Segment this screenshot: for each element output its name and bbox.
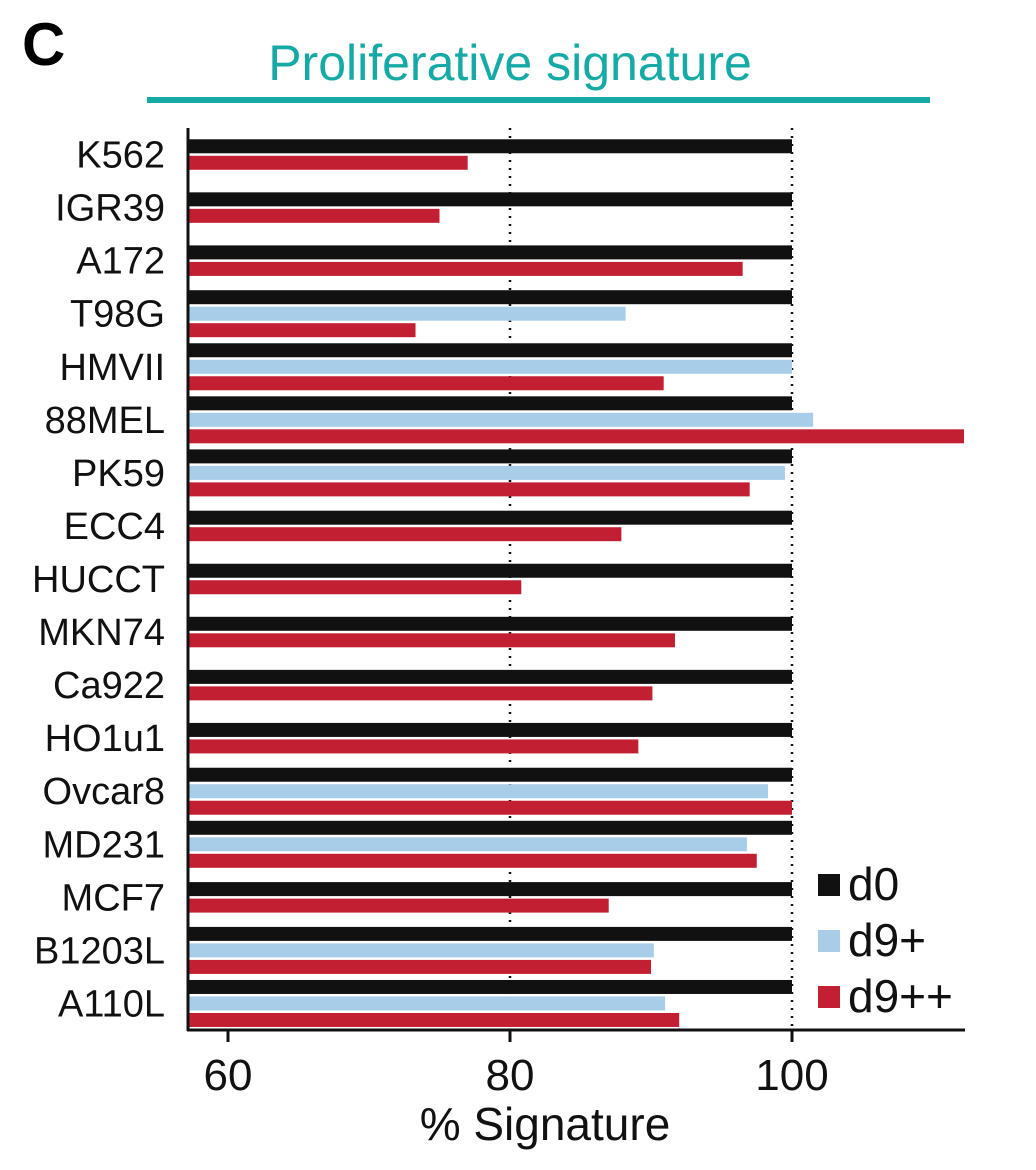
category-label: T98G <box>70 294 165 336</box>
bar-d9++-88MEL <box>188 429 965 444</box>
category-label: HO1u1 <box>45 718 165 760</box>
bar-d9+-HMVII <box>188 359 792 374</box>
category-label: PK59 <box>72 453 165 495</box>
bar-d0-B1203L <box>188 926 792 941</box>
bar-d0-K562 <box>188 139 792 154</box>
bar-d0-Ca922 <box>188 669 792 684</box>
bar-d9+-Ovcar8 <box>188 784 769 799</box>
bar-d0-MKN74 <box>188 616 792 631</box>
legend-label-d9++: d9++ <box>848 970 953 1022</box>
category-label: ECC4 <box>64 506 165 548</box>
category-label: MKN74 <box>38 612 165 654</box>
category-label: HUCCT <box>32 559 165 601</box>
x-tick-label: 60 <box>204 1051 253 1100</box>
bar-d9++-MKN74 <box>188 633 675 648</box>
category-label: 88MEL <box>45 400 165 442</box>
category-labels: K562 IGR39 A172 T98G HMVII 88MEL PK59 ECC4 HUCCT… <box>32 135 165 1026</box>
bars <box>188 139 965 1027</box>
legend-label-d9+: d9+ <box>848 914 926 966</box>
category-label: Ca922 <box>53 665 165 707</box>
bar-d9++-A172 <box>188 261 743 276</box>
bar-d0-MD231 <box>188 820 792 835</box>
bar-d9+-T98G <box>188 306 626 321</box>
category-label: K562 <box>76 135 165 177</box>
bar-d9+-B1203L <box>188 943 654 958</box>
category-label: B1203L <box>34 930 165 972</box>
bar-d9++-MD231 <box>188 853 757 868</box>
bar-d9++-IGR39 <box>188 208 440 223</box>
bar-d9++-HO1u1 <box>188 739 639 754</box>
bar-d9++-HMVII <box>188 376 664 391</box>
bar-d9++-K562 <box>188 155 468 170</box>
x-ticks: 60 80 100 <box>204 1030 829 1100</box>
bar-d9++-MCF7 <box>188 898 609 913</box>
panel-label: C <box>22 11 65 78</box>
bar-d0-Ovcar8 <box>188 767 792 782</box>
bar-d9++-ECC4 <box>188 527 622 542</box>
bar-d9++-Ca922 <box>188 686 653 701</box>
bar-d9+-A110L <box>188 996 666 1011</box>
bar-d0-HUCCT <box>188 563 792 578</box>
bar-d9++-PK59 <box>188 482 750 497</box>
bar-d0-HO1u1 <box>188 722 792 737</box>
bar-d0-ECC4 <box>188 510 792 525</box>
bar-d0-HMVII <box>188 343 792 358</box>
category-label: A172 <box>76 241 165 283</box>
bar-d9+-MD231 <box>188 837 747 852</box>
legend-swatch-d9+ <box>818 930 840 952</box>
legend-swatch-d9++ <box>818 986 840 1008</box>
category-label: MD231 <box>43 824 166 866</box>
bar-d9+-88MEL <box>188 412 814 427</box>
legend-label-d0: d0 <box>848 858 899 910</box>
category-label: Ovcar8 <box>43 771 165 813</box>
category-label: A110L <box>58 983 165 1025</box>
bar-d9++-Ovcar8 <box>188 800 792 815</box>
bar-d0-88MEL <box>188 396 792 411</box>
category-label: HMVII <box>59 347 165 389</box>
bar-d0-IGR39 <box>188 192 792 207</box>
bar-d0-MCF7 <box>188 882 792 897</box>
bar-d9++-T98G <box>188 323 416 338</box>
axes <box>186 128 965 1032</box>
category-label: IGR39 <box>55 188 165 230</box>
bar-d0-A172 <box>188 245 792 260</box>
bar-d0-A110L <box>188 979 792 994</box>
bar-d9+-PK59 <box>188 465 785 480</box>
bar-d9++-A110L <box>188 1012 680 1027</box>
x-tick-label: 80 <box>486 1051 535 1100</box>
x-axis-title: % Signature <box>420 1098 671 1150</box>
bar-d0-PK59 <box>188 449 792 464</box>
x-tick-label: 100 <box>755 1051 828 1100</box>
category-label: MCF7 <box>62 877 165 919</box>
bar-d0-T98G <box>188 290 792 305</box>
chart-title: Proliferative signature <box>268 35 752 91</box>
legend-swatch-d0 <box>818 874 840 896</box>
bar-d9++-HUCCT <box>188 580 522 595</box>
bar-d9++-B1203L <box>188 959 651 974</box>
